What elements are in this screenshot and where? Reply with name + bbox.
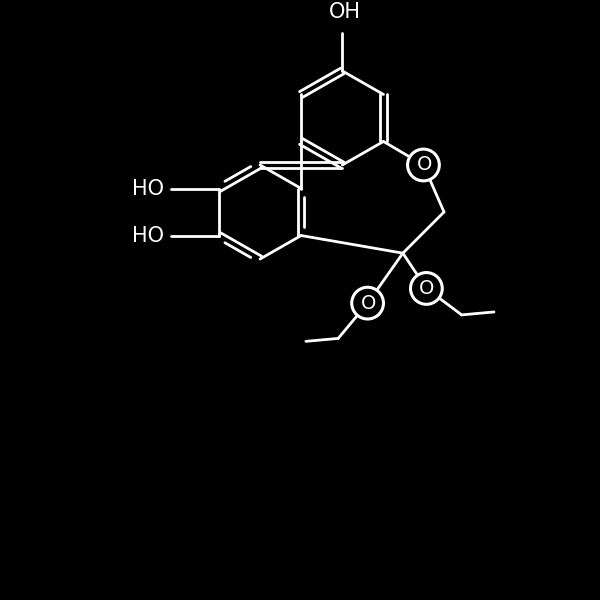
Circle shape <box>352 287 383 319</box>
Text: OH: OH <box>329 2 361 22</box>
Text: HO: HO <box>131 226 164 245</box>
Text: HO: HO <box>131 179 164 199</box>
Circle shape <box>410 272 442 304</box>
Text: O: O <box>417 155 433 175</box>
Text: O: O <box>361 293 376 313</box>
Circle shape <box>407 149 439 181</box>
Text: O: O <box>419 279 434 298</box>
